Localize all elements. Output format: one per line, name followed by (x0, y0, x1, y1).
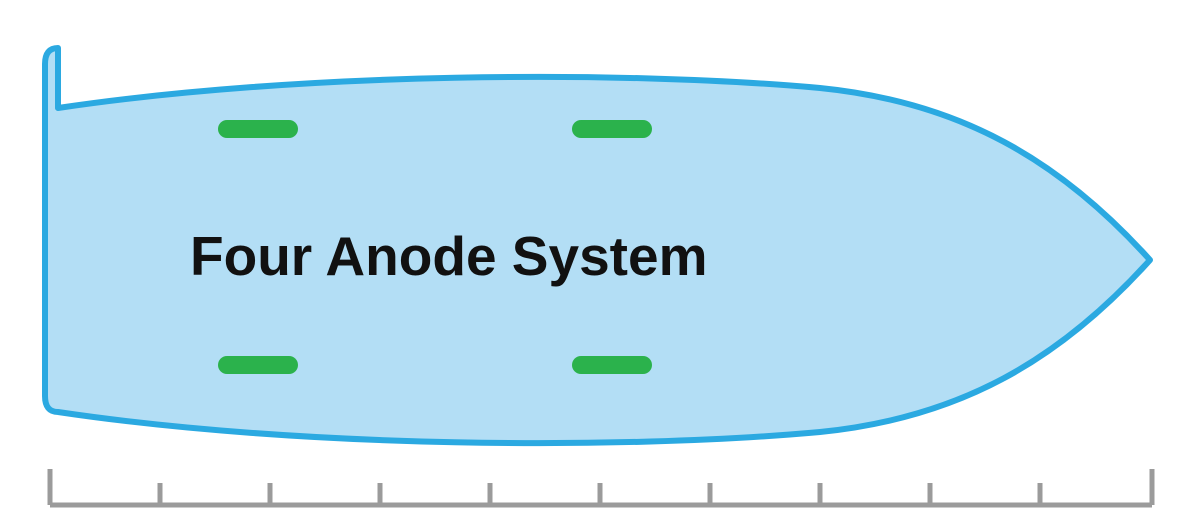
anode-1 (218, 120, 298, 138)
diagram-title: Four Anode System (190, 224, 707, 288)
anode-4 (572, 356, 652, 374)
anode-2 (572, 120, 652, 138)
ruler-group (50, 469, 1152, 505)
anode-3 (218, 356, 298, 374)
diagram-stage: Four Anode System (0, 0, 1200, 520)
